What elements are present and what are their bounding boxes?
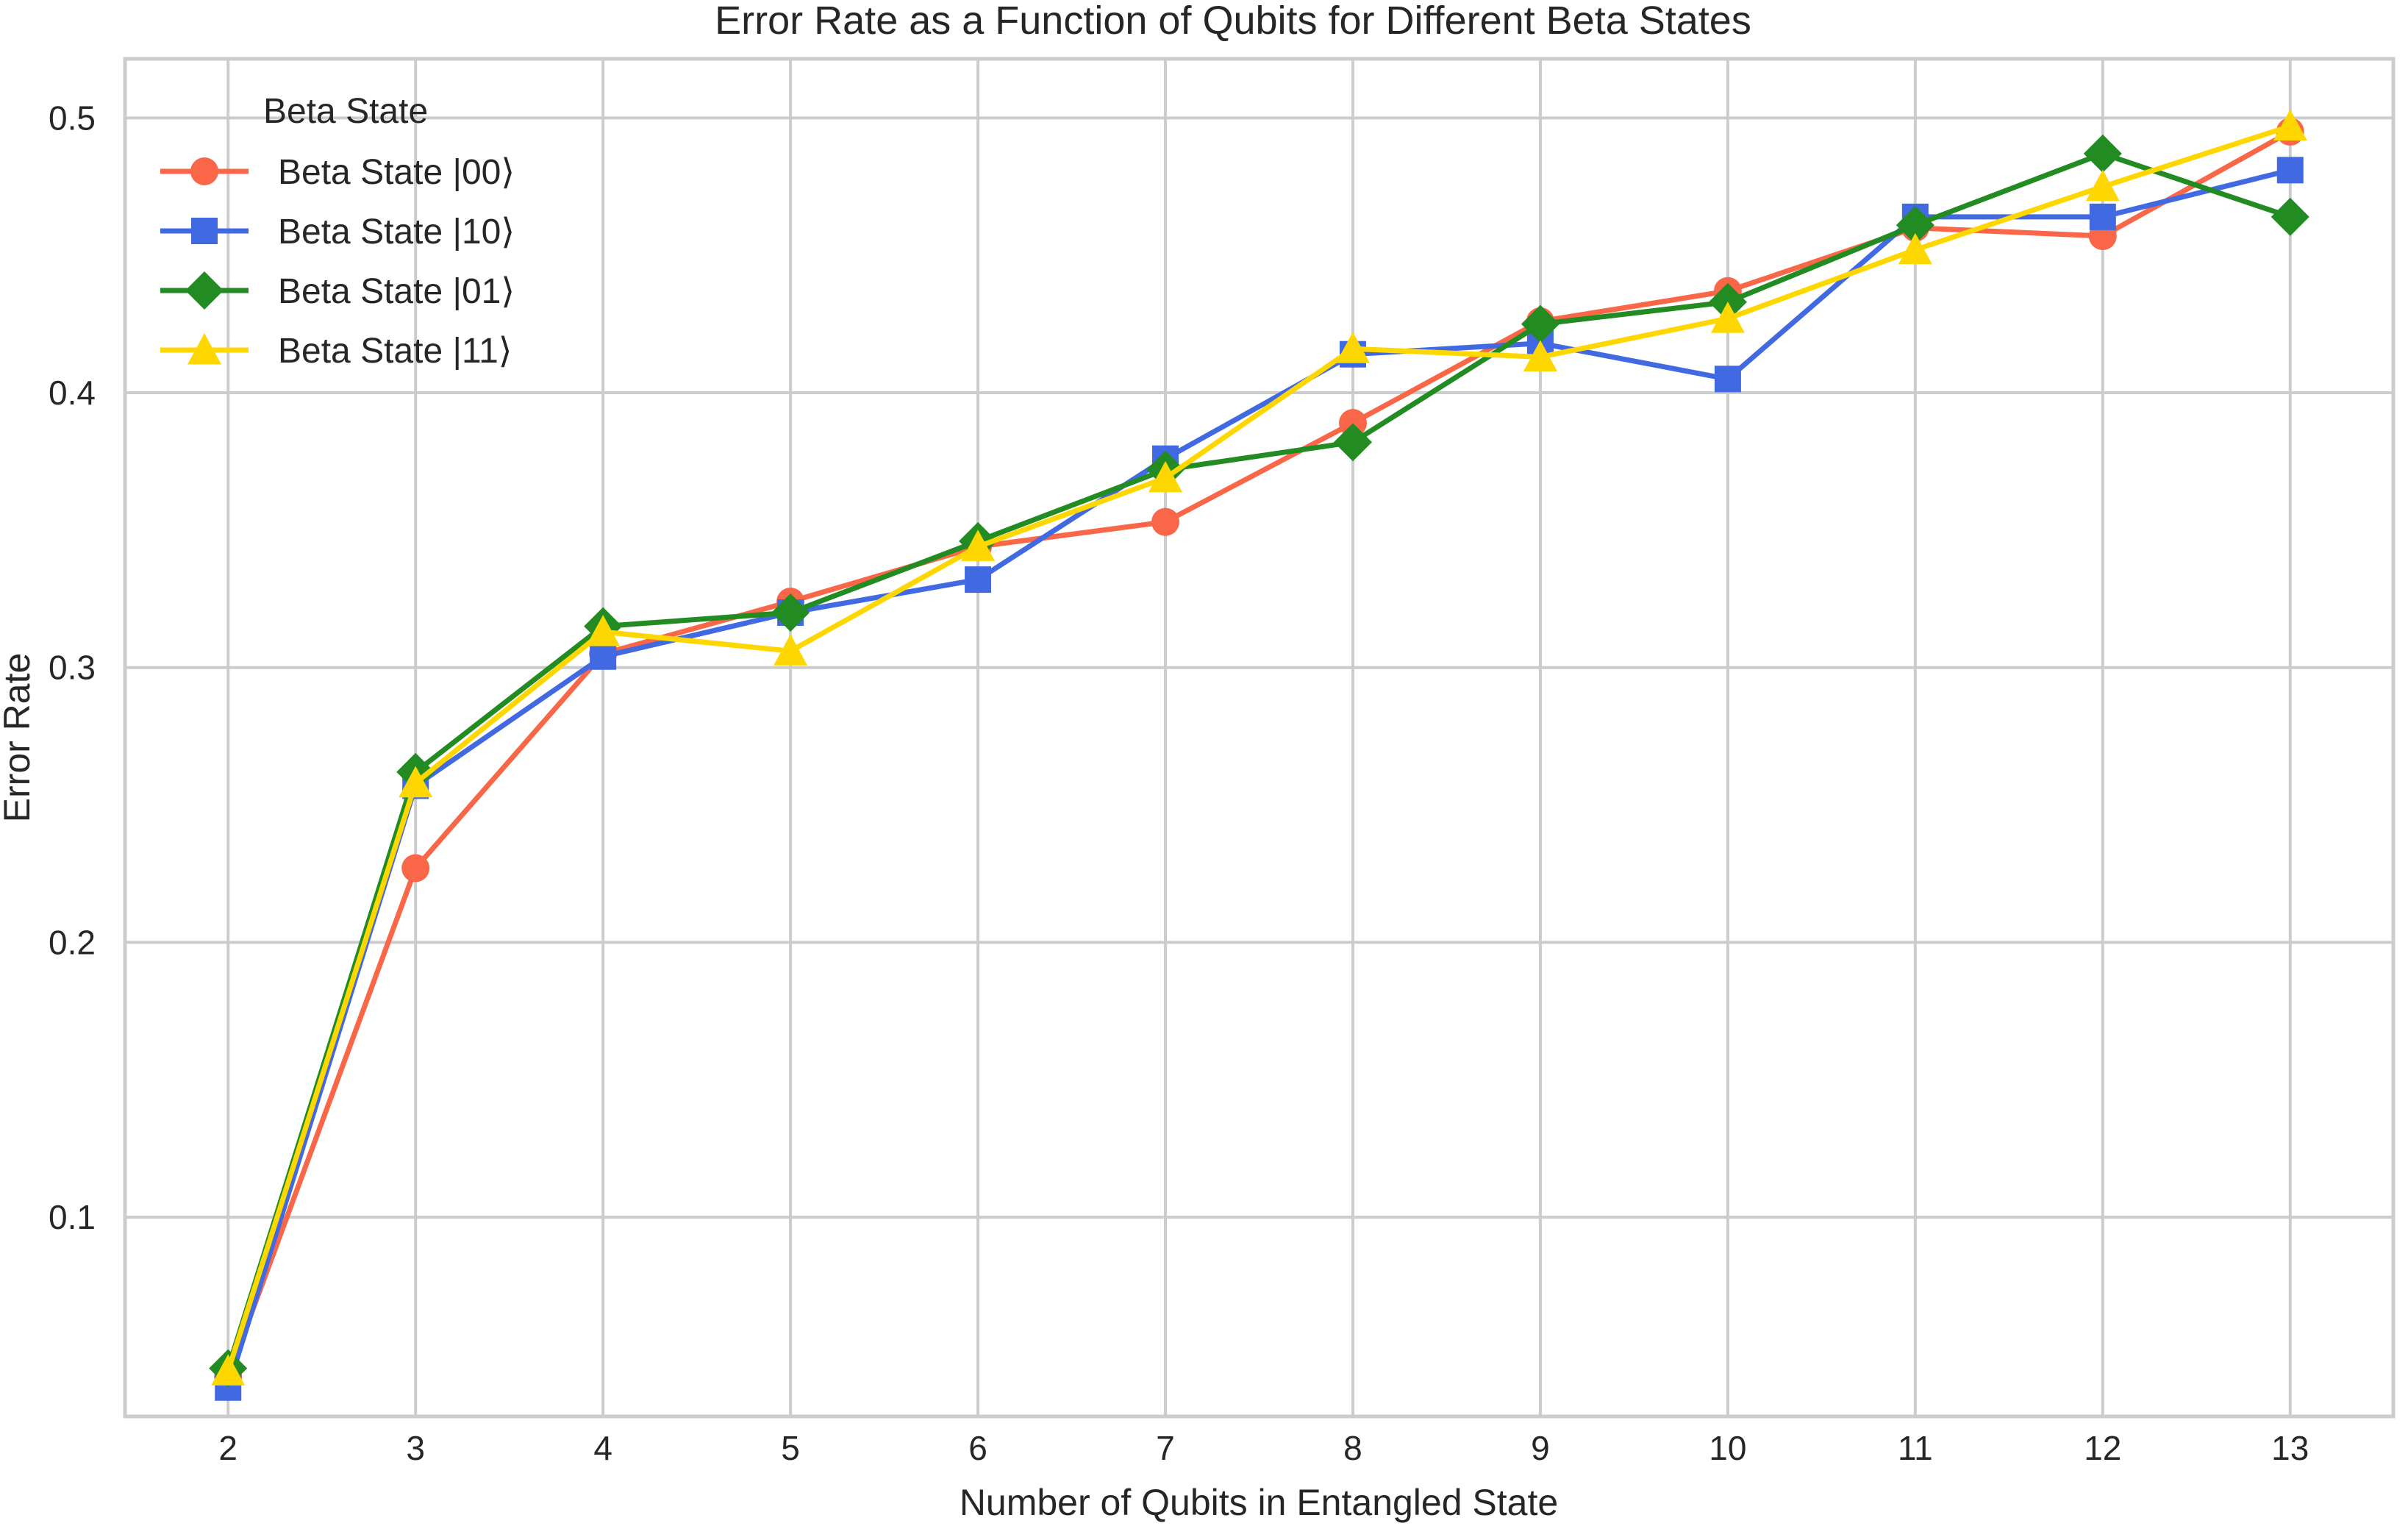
x-tick-label: 3 (406, 1429, 425, 1467)
data-point (1898, 232, 1932, 265)
data-point (1714, 366, 1741, 393)
series-line (225, 151, 2291, 1369)
x-tick-label: 8 (1343, 1429, 1362, 1467)
legend-label: Beta State |01⟩ (278, 272, 515, 311)
legend-item: Beta State |11⟩ (160, 332, 512, 371)
series-layer (209, 109, 2309, 1401)
data-point (2271, 197, 2309, 236)
x-tick-label: 2 (218, 1429, 237, 1467)
legend-label: Beta State |10⟩ (278, 213, 515, 252)
data-point (2276, 157, 2304, 184)
x-tick-label: 6 (968, 1429, 987, 1467)
legend-item: Beta State |10⟩ (160, 213, 515, 252)
series-circle (214, 118, 2304, 1391)
series-square (215, 157, 2304, 1401)
data-point (1333, 423, 1372, 462)
x-tick-labels: 2 3 4 5 6 7 8 9 10 11 12 13 (218, 1429, 2309, 1467)
data-point (1335, 332, 1370, 363)
series-line (225, 167, 2291, 1388)
y-tick-label: 0.4 (49, 374, 96, 412)
x-tick-label: 9 (1531, 1429, 1550, 1467)
legend-label: Beta State |11⟩ (278, 332, 512, 371)
x-axis-label: Number of Qubits in Entangled State (960, 1482, 1558, 1523)
y-tick-label: 0.2 (49, 923, 96, 961)
legend-item: Beta State |01⟩ (160, 271, 515, 311)
series-triangle (211, 109, 2307, 1386)
x-tick-label: 13 (2271, 1429, 2309, 1467)
data-point (771, 593, 810, 632)
data-point (965, 566, 992, 593)
legend-swatch-marker (190, 157, 218, 185)
data-point (1151, 507, 1180, 536)
data-point (586, 615, 621, 646)
data-point (2089, 203, 2116, 230)
data-point (211, 1354, 246, 1386)
y-tick-label: 0.1 (49, 1198, 96, 1236)
grid (125, 59, 2393, 1416)
x-tick-label: 11 (1898, 1429, 1933, 1467)
legend-swatch-marker (191, 218, 218, 244)
x-tick-label: 5 (781, 1429, 800, 1467)
x-tick-label: 12 (2084, 1429, 2121, 1467)
y-tick-label: 0.5 (49, 99, 96, 137)
data-point (2085, 169, 2120, 202)
chart-title: Error Rate as a Function of Qubits for D… (715, 0, 1751, 43)
legend-label: Beta State |00⟩ (278, 153, 515, 192)
data-point (2273, 109, 2307, 141)
data-point (774, 634, 808, 666)
legend: Beta State Beta State |00⟩ Beta State |10… (160, 92, 515, 371)
data-point (399, 766, 433, 798)
data-point (2083, 134, 2122, 173)
series-line (225, 124, 2291, 1372)
x-tick-label: 10 (1709, 1429, 1746, 1467)
legend-item: Beta State |00⟩ (160, 153, 515, 192)
data-point (1523, 340, 1557, 371)
data-point (1896, 206, 1934, 245)
data-point (1338, 409, 1367, 438)
series-line (225, 129, 2292, 1378)
data-point (401, 854, 430, 883)
data-point (1710, 302, 1745, 333)
legend-swatch-marker (185, 271, 224, 310)
legend-title: Beta State (263, 92, 428, 131)
data-point (961, 530, 996, 561)
data-point (590, 643, 617, 670)
series-diamond (209, 134, 2309, 1388)
legend-swatch-marker (187, 333, 221, 365)
data-point (1521, 304, 1560, 343)
x-tick-label: 4 (593, 1429, 612, 1467)
x-tick-label: 7 (1156, 1429, 1175, 1467)
y-axis-label: Error Rate (0, 653, 37, 823)
data-point (1148, 460, 1183, 493)
y-tick-label: 0.3 (49, 649, 96, 687)
y-tick-labels: 0.1 0.2 0.3 0.4 0.5 (49, 99, 96, 1236)
plot-frame (123, 57, 2396, 1419)
